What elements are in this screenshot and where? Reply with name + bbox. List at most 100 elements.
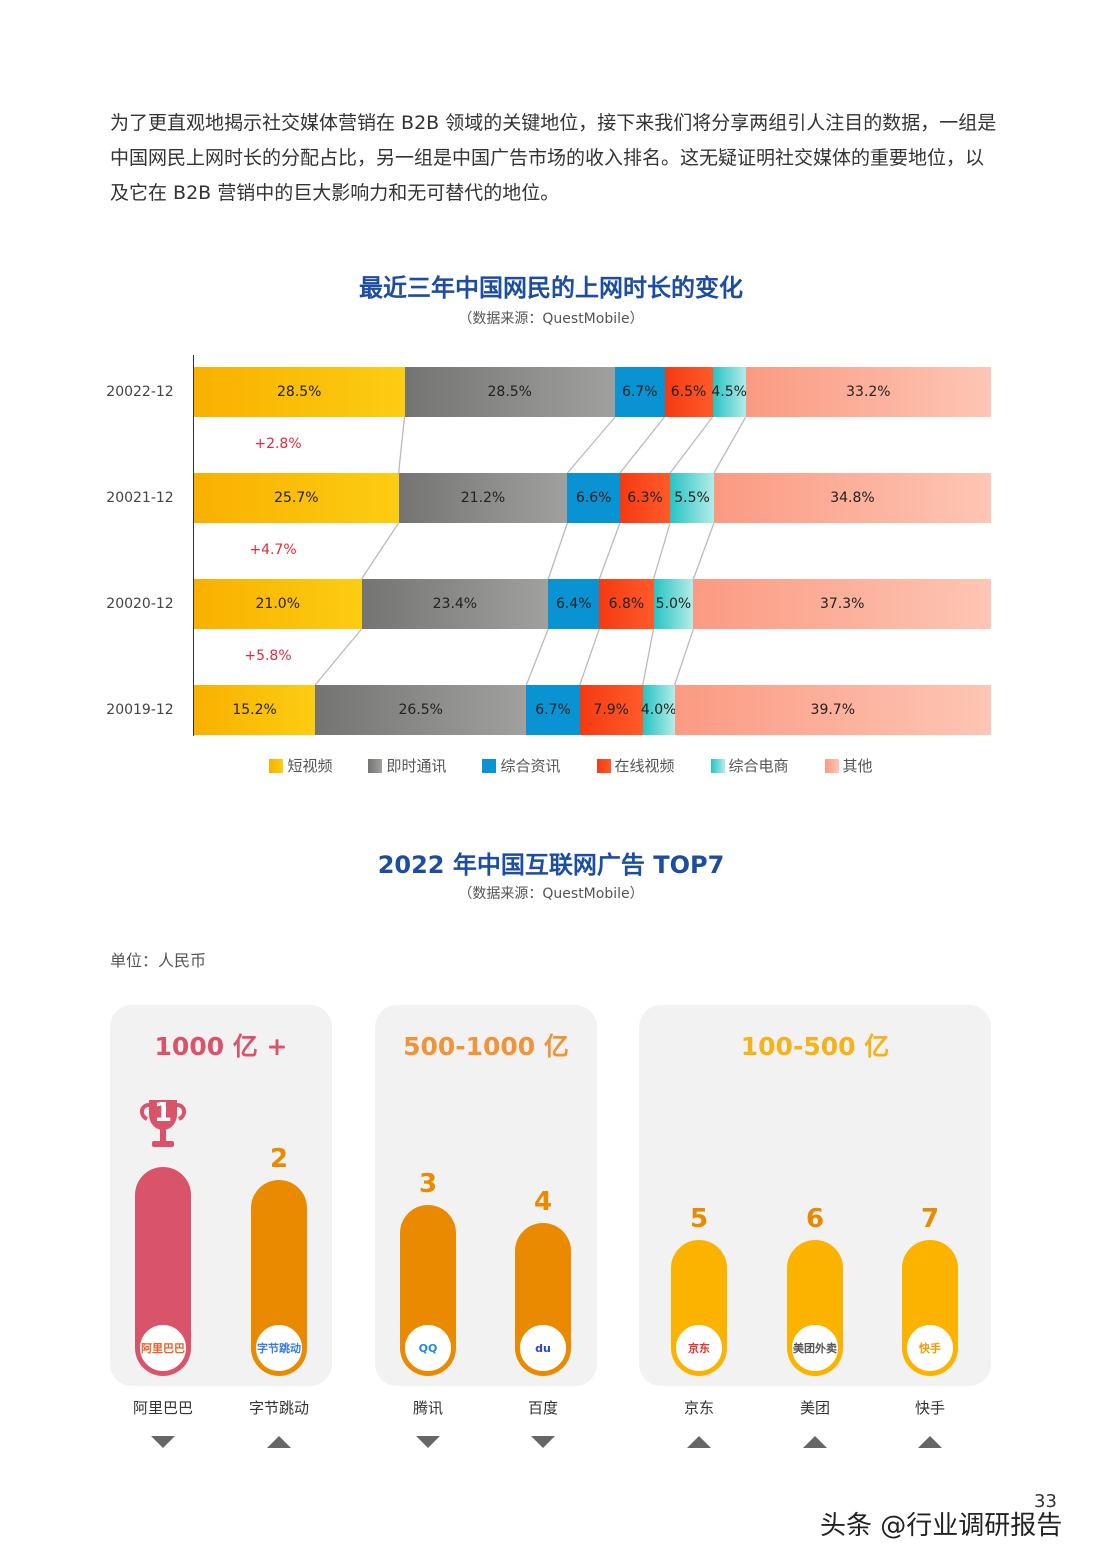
bar-segment: 28.5%: [404, 367, 615, 417]
bar-segment: 25.7%: [194, 473, 399, 523]
bar-segment: 39.7%: [674, 685, 991, 735]
company-name: 腾讯: [412, 1399, 443, 1417]
bar-segment: 21.0%: [194, 579, 362, 629]
change-label: +2.8%: [254, 436, 302, 452]
connector-line: [642, 628, 655, 686]
group-title: 100-500 亿: [740, 1032, 890, 1061]
bar-segment: 6.4%: [548, 579, 600, 629]
company-logo-icon: 京东: [674, 1323, 724, 1373]
intro-paragraph: 为了更直观地揭示社交媒体营销在 B2B 领域的关键地位，接下来我们将分享两组引人…: [110, 112, 997, 204]
bar-segment: 6.7%: [615, 367, 665, 417]
change-label: +4.7%: [249, 542, 297, 558]
connector-lines: [314, 416, 747, 686]
legend-item: 在线视频: [596, 755, 675, 776]
connector-line: [360, 522, 400, 580]
legend-swatch: [596, 758, 611, 773]
bar-segment: 23.4%: [361, 579, 549, 629]
bar-segment: 6.7%: [526, 685, 580, 735]
bar-segment: 4.0%: [641, 685, 676, 735]
row-label: 20019-12: [106, 702, 174, 718]
company-name: 百度: [527, 1399, 558, 1417]
bar-segment: 7.9%: [579, 685, 643, 735]
chart-title: 最近三年中国网民的上网时长的变化: [359, 274, 743, 302]
bar-segment: 6.8%: [599, 579, 654, 629]
legend-swatch: [368, 758, 383, 773]
trend-up-icon: [687, 1436, 711, 1448]
company-logo-icon: du: [518, 1323, 568, 1373]
bar-segment: 4.5%: [711, 367, 747, 417]
connector-line: [652, 522, 671, 580]
company-logo-icon: 快手: [905, 1323, 955, 1373]
bar-segment: 5.5%: [670, 473, 714, 523]
unit-label: 单位：人民币: [110, 951, 207, 970]
bar-segment: 6.5%: [664, 367, 713, 417]
bar-segment: 21.2%: [398, 473, 568, 523]
connector-line: [669, 416, 714, 474]
connector-line: [566, 416, 616, 474]
row-label: 20022-12: [106, 384, 174, 400]
rank-number: 1: [153, 1098, 173, 1128]
trend-up-icon: [803, 1436, 827, 1448]
connector-line: [619, 416, 666, 474]
bar-segment: 34.8%: [713, 473, 991, 523]
company-name: 阿里巴巴: [132, 1399, 193, 1417]
chart-legend: 短视频 即时通讯 综合资讯 在线视频 综合电商 其他: [0, 755, 1102, 776]
bar-segment: 37.3%: [693, 579, 991, 629]
company-name: 快手: [914, 1399, 945, 1417]
legend-item: 综合资讯: [482, 755, 561, 776]
connector-line: [314, 628, 363, 686]
legend-item: 短视频: [269, 755, 332, 776]
legend-item: 即时通讯: [368, 755, 446, 776]
watermark: 头条 @行业调研报告: [820, 1511, 1063, 1541]
connector-line: [713, 416, 747, 474]
page-number: 33: [1034, 1491, 1057, 1512]
legend-swatch: [824, 758, 839, 773]
company-name: 字节跳动: [248, 1399, 309, 1417]
company-name: 京东: [683, 1399, 714, 1417]
connector-line: [673, 628, 695, 686]
bar-segment: 26.5%: [315, 685, 527, 735]
legend-label: 综合电商: [728, 757, 789, 775]
legend-label: 即时通讯: [386, 757, 447, 775]
rank-number: 4: [533, 1187, 553, 1217]
group-title: 500-1000 亿: [403, 1032, 569, 1061]
stacked-bar-chart: 20022-12 28.5% 28.5% 6.7% 6.5% 4.5% 33.2% 20021…: [106, 355, 991, 736]
bar-segment: 6.6%: [567, 473, 620, 523]
connector-line: [692, 522, 715, 580]
connector-line: [397, 416, 406, 474]
trend-down-icon: [151, 1436, 175, 1448]
connector-line: [598, 522, 621, 580]
rank-number: 6: [805, 1204, 825, 1234]
trophy-icon: [135, 1097, 191, 1157]
trend-down-icon: [416, 1436, 440, 1448]
legend-label: 综合资讯: [500, 757, 561, 775]
bar-segment: 28.5%: [194, 367, 405, 417]
chart-source: （数据来源：QuestMobile）: [458, 311, 644, 327]
legend-label: 在线视频: [614, 757, 675, 775]
company-logo-icon: 美团外卖: [790, 1323, 840, 1373]
trend-down-icon: [531, 1436, 555, 1448]
rank-number: 2: [269, 1144, 289, 1174]
rank-number: 3: [418, 1169, 438, 1199]
bar-segment: 15.2%: [194, 685, 316, 735]
connector-line: [525, 628, 549, 686]
connector-line: [547, 522, 569, 580]
row-label: 20020-12: [106, 596, 174, 612]
company-logo-icon: 字节跳动: [254, 1323, 304, 1373]
bar-segment: 6.3%: [619, 473, 671, 523]
rank-number: 7: [920, 1204, 940, 1234]
bar-segment: 5.0%: [653, 579, 694, 629]
company-logo-icon: 阿里巴巴: [138, 1323, 188, 1373]
ranking-title: 2022 年中国互联网广告 TOP7: [377, 851, 725, 879]
company-name: 美团: [799, 1399, 830, 1417]
change-label: +5.8%: [244, 648, 292, 664]
legend-item: 其他: [824, 755, 873, 776]
legend-swatch: [710, 758, 725, 773]
legend-item: 综合电商: [710, 755, 789, 776]
bar-segment: 33.2%: [745, 367, 991, 417]
legend-label: 其他: [842, 757, 873, 775]
ranking-source: （数据来源：QuestMobile）: [458, 886, 644, 902]
y-axis-line: [193, 355, 194, 736]
row-label: 20021-12: [106, 490, 174, 506]
group-title: 1000 亿 +: [154, 1032, 288, 1061]
